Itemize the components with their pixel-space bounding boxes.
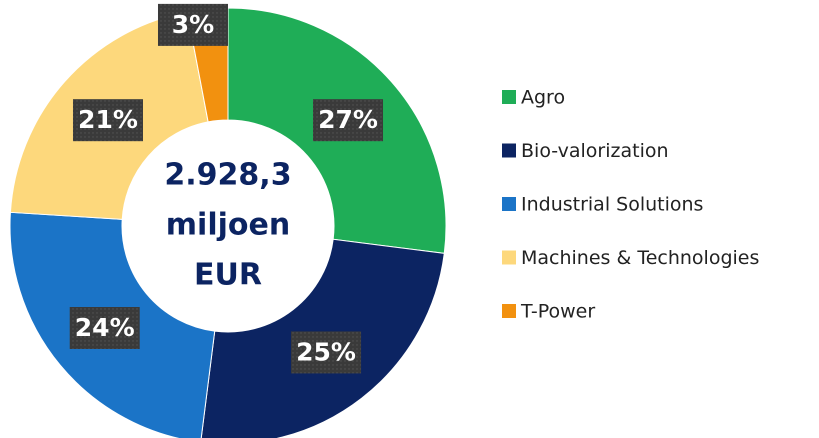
legend-label: Bio-valorization xyxy=(521,140,669,162)
legend-swatch xyxy=(502,143,516,158)
value-label: 21% xyxy=(78,105,138,134)
legend-label: Agro xyxy=(521,87,565,109)
value-label-box xyxy=(291,331,362,374)
center-label: 2.928,3 xyxy=(164,158,291,193)
value-label-box xyxy=(72,99,143,142)
value-label: 27% xyxy=(318,105,378,134)
value-label-box xyxy=(157,3,228,46)
value-label: 24% xyxy=(75,313,135,342)
legend-label: Industrial Solutions xyxy=(521,194,703,216)
value-label-box xyxy=(313,99,384,142)
legend-swatch xyxy=(502,250,516,265)
value-label: 3% xyxy=(172,10,214,39)
legend-label: T-Power xyxy=(520,301,595,323)
legend-swatch xyxy=(502,90,516,104)
center-label: miljoen xyxy=(166,208,290,243)
center-label: EUR xyxy=(194,258,262,293)
legend-swatch xyxy=(502,197,516,211)
legend-swatch xyxy=(502,304,516,318)
legend-label: Machines & Technologies xyxy=(521,247,759,269)
value-label: 25% xyxy=(296,337,356,366)
value-label-box xyxy=(69,306,140,349)
